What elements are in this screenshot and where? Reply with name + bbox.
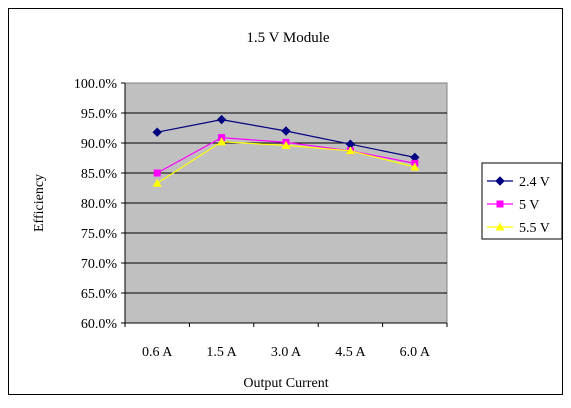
y-tick-label: 90.0% [81, 137, 118, 152]
gridlines [125, 112, 447, 294]
data-point [217, 137, 227, 146]
legend-marker [496, 200, 504, 208]
x-tick-label: 6.0 A [400, 345, 431, 360]
x-axis-title: Output Current [243, 376, 328, 391]
y-axis-title: Efficiency [32, 174, 47, 232]
y-tick-label: 70.0% [81, 257, 118, 272]
legend-entry: 5.5 V [487, 221, 550, 236]
y-tick-label: 80.0% [81, 197, 118, 212]
series-lines [152, 114, 420, 187]
data-point [281, 140, 291, 149]
y-tick-label: 85.0% [81, 167, 118, 182]
data-point [345, 146, 355, 155]
data-point [410, 162, 420, 171]
data-point [152, 178, 162, 187]
y-tick-label: 60.0% [81, 317, 118, 332]
chart-title: 1.5 V Module [246, 30, 330, 46]
x-tick-label: 3.0 A [271, 345, 302, 360]
legend-label: 2.4 V [519, 175, 550, 190]
x-tick-label: 4.5 A [335, 345, 366, 360]
legend-marker [495, 176, 505, 186]
y-tick-label: 75.0% [81, 227, 118, 242]
series-2-4-v [152, 114, 420, 163]
legend-label: 5.5 V [519, 221, 550, 236]
series-5-5-v [152, 137, 420, 187]
x-tick-labels: 0.6 A 1.5 A 3.0 A 4.5 A 6.0 A [124, 83, 448, 360]
data-point [152, 127, 162, 137]
y-tick-label: 65.0% [81, 287, 118, 302]
x-tick-label: 0.6 A [142, 345, 173, 360]
legend-box [481, 162, 563, 240]
legend-entry: 5 V [487, 198, 539, 213]
data-point [281, 126, 291, 136]
legend-entry: 2.4 V [487, 175, 550, 190]
y-tick-label: 100.0% [74, 77, 118, 92]
legend: 2.4 V 5 V 5.5 V [481, 162, 563, 240]
data-point [216, 114, 227, 125]
legend-label: 5 V [519, 198, 539, 213]
legend-marker [495, 222, 505, 231]
y-tick-label: 95.0% [81, 107, 118, 122]
x-tick-label: 1.5 A [206, 345, 237, 360]
y-tick-labels: 60.0% 65.0% 70.0% 75.0% 80.0% 85.0% 90.0% 95.0%… [74, 77, 125, 332]
data-point [153, 169, 161, 177]
